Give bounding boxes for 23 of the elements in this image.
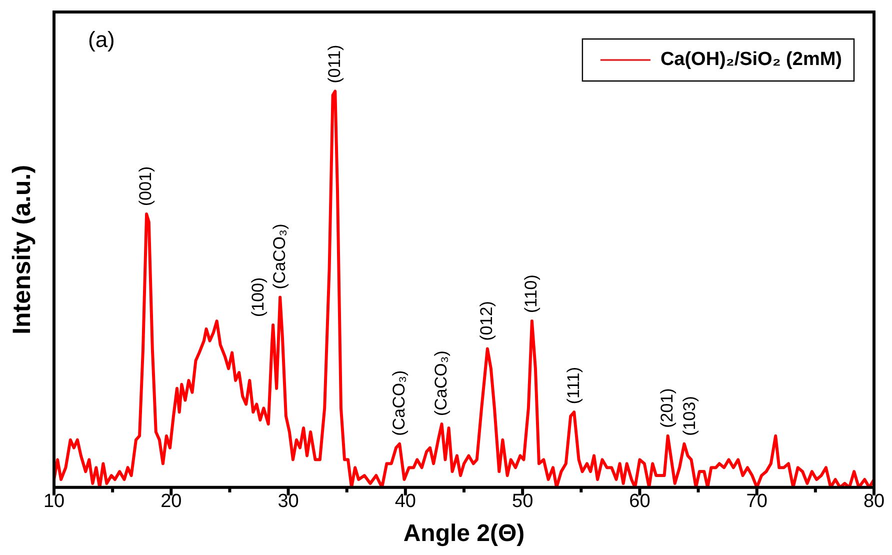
x-tick-label: 30 [278,491,299,512]
annotation: (CaCO₃) [389,370,408,436]
x-tick-label: 60 [629,491,650,512]
legend-label: Ca(OH)₂/SiO₂ (2mM) [660,49,842,70]
annotation: (111) [564,366,583,404]
y-axis-title: Intensity (a.u.) [8,164,36,334]
annotation: (011) [324,44,344,84]
annotation: (100) [248,277,268,317]
annotation: (110) [522,274,541,314]
annotation: (103) [680,396,699,436]
annotation: (CaCO₃) [431,350,450,416]
x-tick-label: 70 [746,491,768,512]
x-tick-label: 80 [863,491,885,512]
x-axis-title: Angle 2(Θ) [403,520,525,548]
x-tick-label: 40 [394,491,416,512]
annotation: (012) [477,301,496,341]
x-tick-label: 20 [160,491,182,512]
text: (a) [88,27,115,52]
annotation: (201) [658,388,677,428]
annotation: (001) [136,166,156,206]
x-tick-label: 10 [43,491,65,512]
x-tick-label: 50 [512,491,534,512]
annotation: (CaCO₃) [270,224,289,290]
